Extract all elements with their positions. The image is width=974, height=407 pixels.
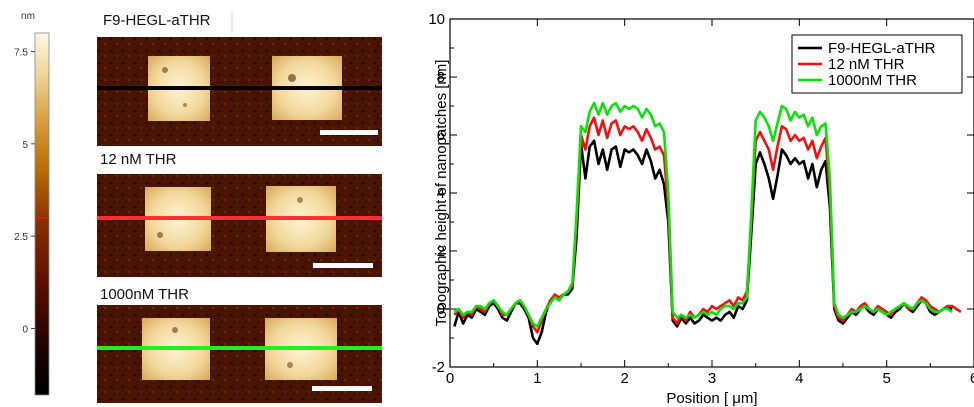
y-tick-label: 8 [437, 69, 445, 86]
y-tick-label: 6 [437, 127, 445, 144]
legend-label: 1000nM THR [828, 72, 917, 89]
afm-panel-2: 12 nM THR [97, 151, 382, 277]
scale-bar [312, 386, 372, 391]
series-line-1000nm-thr [453, 101, 953, 328]
colorbar-tick-label: 7.5 [14, 47, 28, 58]
x-tick-label: 1 [533, 370, 541, 387]
series-line-f9-hegl-athr [453, 139, 953, 346]
afm-panel-1: F9-HEGL-aTHR [97, 12, 382, 146]
afm-panel-title: 12 nM THR [100, 151, 177, 168]
x-axis-title: Position [ μm] [666, 390, 757, 407]
scale-bar [313, 263, 373, 268]
y-tick-label: 2 [437, 243, 445, 260]
legend-label: F9-HEGL-aTHR [828, 40, 936, 57]
afm-image [97, 174, 382, 277]
y-tick-label: -2 [432, 359, 445, 376]
colorbar: nm 7.5 5 2.5 0 [14, 11, 50, 396]
afm-panel-3: 1000nM THR [97, 286, 382, 403]
y-axis-title: Topographic height of nanopatches [nm] [433, 60, 450, 327]
colorbar-gradient [34, 32, 50, 396]
colorbar-unit: nm [21, 11, 35, 22]
scale-bar [320, 130, 378, 135]
y-tick-label: 4 [437, 185, 445, 202]
legend-label: 12 nM THR [828, 56, 905, 73]
colorbar-tick-label: 2.5 [14, 232, 28, 243]
colorbar-tick-label: 0 [22, 325, 28, 336]
x-tick-label: 3 [708, 370, 716, 387]
series-line-12-nm-thr [453, 116, 962, 334]
x-tick-label: 6 [970, 370, 974, 387]
afm-panel-title: 1000nM THR [100, 286, 189, 303]
x-tick-label: 2 [620, 370, 628, 387]
afm-panel-title: F9-HEGL-aTHR [103, 12, 211, 29]
x-tick-label: 0 [446, 370, 454, 387]
x-tick-label: 5 [882, 370, 890, 387]
colorbar-tick-label: 5 [22, 140, 28, 151]
y-tick-label: 0 [437, 301, 445, 318]
x-tick-label: 4 [795, 370, 803, 387]
y-tick-label: 10 [428, 11, 445, 28]
